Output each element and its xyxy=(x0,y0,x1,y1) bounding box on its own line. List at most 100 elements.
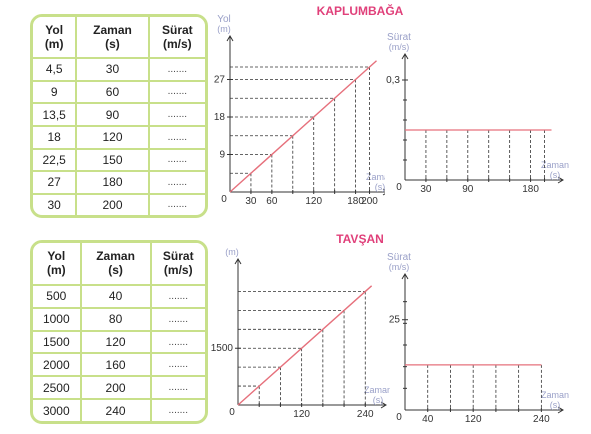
x-tick-label: 240 xyxy=(533,414,550,425)
table-cell: 18 xyxy=(33,124,77,149)
column-header-text: Zaman xyxy=(96,249,135,264)
column-header-text: (m) xyxy=(46,263,66,278)
column-header-text: (s) xyxy=(108,263,123,278)
x-tick-label: 180 xyxy=(347,196,364,207)
table-cell: 60 xyxy=(75,79,149,104)
column-header-text: Yol xyxy=(45,23,64,37)
x-tick-label: 90 xyxy=(462,184,474,195)
table-row: 13,5 90....... xyxy=(33,102,205,126)
x-tick-label: 120 xyxy=(293,409,310,420)
x-axis-arrow xyxy=(380,401,387,409)
table-cell: 30 xyxy=(33,192,77,215)
blank-cell: ....... xyxy=(149,398,205,421)
tavsan-title: TAVŞAN xyxy=(336,232,384,246)
x-tick-label: 40 xyxy=(422,414,434,425)
table-header-row: Yol (m) Zaman (s) Sürat (m/s) xyxy=(33,243,205,285)
column-header: Sürat (m/s) xyxy=(149,243,205,285)
table-cell: 9 xyxy=(33,79,77,104)
table-row: 27 180....... xyxy=(33,170,205,194)
column-header: Yol (m) xyxy=(33,243,81,285)
tavsan-speed-chart: Sürat(m/s) Zaman(s) 0 40 120 240 25 xyxy=(387,252,569,425)
y-tick-label: 0,3 xyxy=(386,75,400,86)
x-tick-label: 240 xyxy=(357,409,374,420)
origin-label: 0 xyxy=(221,194,227,205)
table-cell: 1000 xyxy=(33,306,81,331)
table-cell: 4,5 xyxy=(33,57,77,81)
blank-cell: ....... xyxy=(147,102,205,126)
column-header: Zaman (s) xyxy=(75,17,149,58)
x-axis-unit: (s) xyxy=(550,400,561,410)
table-row: 9 60....... xyxy=(33,79,205,104)
table-header-row: Yol (m) Zaman (s) Sürat (m/s) xyxy=(33,17,205,58)
table-cell: 27 xyxy=(33,170,77,194)
column-header: Sürat (m/s) xyxy=(147,17,205,58)
column-header: Zaman (s) xyxy=(79,243,151,285)
table-cell: 30 xyxy=(75,57,149,81)
table-cell: 120 xyxy=(75,124,149,149)
table-cell: 2500 xyxy=(33,375,81,400)
table-row: 30 200....... xyxy=(33,192,205,215)
blank-cell: ....... xyxy=(147,79,205,104)
x-axis-arrow xyxy=(382,188,385,196)
table-cell: 500 xyxy=(33,283,81,308)
table-cell: 90 xyxy=(75,102,149,126)
table-row: 22,5 150....... xyxy=(33,147,205,172)
table-cell: 40 xyxy=(79,283,151,308)
blank-cell: ....... xyxy=(147,147,205,172)
table-row: 1000 80....... xyxy=(33,306,205,331)
y-axis-label: Yol xyxy=(225,245,239,248)
y-axis-unit: (m) xyxy=(217,24,231,34)
table-cell: 22,5 xyxy=(33,147,77,172)
kaplumbaga-table-grid: Yol (m) Zaman (s) Sürat (m/s) 4,5 30....... 9 60.… xyxy=(33,17,205,215)
x-axis-label: Zaman xyxy=(541,390,569,400)
x-tick-label: 120 xyxy=(305,196,322,207)
kaplumbaga-table: Yol (m) Zaman (s) Sürat (m/s) 4,5 30....... 9 60.… xyxy=(30,14,208,218)
tavsan-table: Yol (m) Zaman (s) Sürat (m/s) 500 40....... 1000… xyxy=(30,240,208,424)
x-axis-unit: (s) xyxy=(550,170,561,180)
x-axis-label: Zaman xyxy=(541,160,569,170)
y-tick-label: 9 xyxy=(219,150,225,161)
table-cell: 1500 xyxy=(33,329,81,354)
x-axis-unit: (s) xyxy=(375,182,385,192)
table-cell: 180 xyxy=(75,170,149,194)
table-row: 4,5 30....... xyxy=(33,57,205,81)
blank-cell: ....... xyxy=(149,283,205,308)
blank-cell: ....... xyxy=(149,352,205,377)
x-tick-label: 30 xyxy=(420,184,432,195)
x-axis-arrow xyxy=(557,406,564,414)
y-tick-label: 1500 xyxy=(211,343,234,354)
table-cell: 200 xyxy=(75,192,149,215)
y-axis-unit: (m/s) xyxy=(389,262,410,272)
y-axis-unit: (m) xyxy=(225,247,239,257)
origin-label: 0 xyxy=(229,407,235,418)
table-cell: 2000 xyxy=(33,352,81,377)
y-axis-unit: (m/s) xyxy=(389,42,410,52)
column-header-text: Yol xyxy=(47,249,66,264)
series-line xyxy=(237,285,373,406)
y-axis-arrow xyxy=(401,53,409,60)
column-header-text: Zaman xyxy=(93,23,132,37)
kaplumbaga-speed-chart: Sürat(m/s) Zaman(s) 0 30 90 180 0,3 xyxy=(386,32,569,195)
y-tick-label: 27 xyxy=(214,75,226,86)
column-header-text: (m/s) xyxy=(163,263,193,278)
table-cell: 80 xyxy=(79,306,151,331)
y-axis-arrow xyxy=(234,258,242,265)
column-header-text: (s) xyxy=(105,37,120,51)
table-row: 18 120....... xyxy=(33,124,205,149)
column-header-text: Sürat xyxy=(162,249,194,264)
x-tick-label: 60 xyxy=(266,196,278,207)
blank-cell: ....... xyxy=(147,170,205,194)
y-axis-arrow xyxy=(226,35,234,42)
table-row: 2500 200....... xyxy=(33,375,205,400)
column-header-text: (m/s) xyxy=(162,37,192,51)
column-header: Yol (m) xyxy=(33,17,77,58)
table-cell: 150 xyxy=(75,147,149,172)
tavsan-table-grid: Yol (m) Zaman (s) Sürat (m/s) 500 40....... 1000… xyxy=(33,243,205,421)
column-header-text: (m) xyxy=(44,37,64,51)
y-axis-label: Sürat xyxy=(387,32,411,43)
y-tick-label: 25 xyxy=(389,315,401,326)
table-cell: 13,5 xyxy=(33,102,77,126)
x-axis-label: Zaman xyxy=(366,172,385,182)
y-tick-label: 18 xyxy=(214,112,226,123)
